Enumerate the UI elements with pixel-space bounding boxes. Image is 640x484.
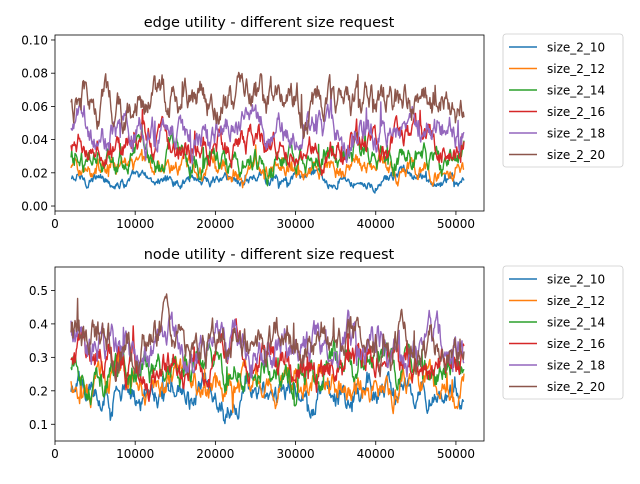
series-line-size_2_20 (70, 293, 465, 382)
x-tick-label: 0 (51, 217, 59, 231)
legend-label-size_2_16: size_2_16 (547, 337, 605, 351)
y-tick-label: 0.02 (21, 166, 48, 180)
legend: size_2_10 size_2_12 size_2_14 size_2_16size… (502, 265, 624, 400)
chart-title: node utility - different size request (144, 247, 395, 263)
y-tick-label: 0.10 (21, 33, 48, 47)
x-axis: 0 10000 20000 30000 40000 50000 (51, 211, 475, 231)
x-tick-label: 20000 (196, 447, 234, 461)
node-utility-chart: node utility - different size request 0 1… (29, 247, 624, 461)
legend-label-size_2_20: size_2_20 (547, 380, 605, 394)
y-tick-label: 0.04 (21, 133, 48, 147)
x-tick-label: 40000 (357, 447, 395, 461)
x-axis: 0 10000 20000 30000 40000 50000 (51, 441, 475, 461)
x-tick-label: 50000 (437, 447, 475, 461)
y-tick-label: 0.4 (29, 317, 48, 331)
series-lines (70, 293, 465, 425)
y-axis: 0.1 0.2 0.3 0.4 0.5 (29, 284, 55, 432)
y-tick-label: 0.5 (29, 284, 48, 298)
x-tick-label: 10000 (116, 217, 154, 231)
y-tick-label: 0.08 (21, 67, 48, 81)
y-tick-label: 0.2 (29, 384, 48, 398)
x-tick-label: 20000 (196, 217, 234, 231)
legend: size_2_10 size_2_12 size_2_14 size_2_16size… (502, 33, 624, 168)
edge-utility-chart: edge utility - different size request 0 1… (21, 15, 624, 231)
y-tick-label: 0.00 (21, 200, 48, 214)
plot-frame (54, 266, 485, 442)
series-line-size_2_14 (70, 337, 465, 407)
x-tick-label: 30000 (276, 447, 314, 461)
chart-title: edge utility - different size request (144, 15, 395, 31)
legend-label-size_2_20: size_2_20 (547, 148, 605, 162)
x-tick-label: 30000 (276, 217, 314, 231)
series-line-size_2_14 (70, 122, 465, 187)
legend-label-size_2_12: size_2_12 (547, 294, 605, 308)
x-tick-label: 10000 (116, 447, 154, 461)
legend-items: size_2_10 size_2_12 size_2_14 size_2_16size… (509, 41, 605, 162)
plot-frame (54, 34, 485, 212)
legend-label-size_2_16: size_2_16 (547, 105, 605, 119)
legend-label-size_2_12: size_2_12 (547, 62, 605, 76)
series-line-size_2_18 (70, 87, 465, 165)
y-tick-label: 0.1 (29, 418, 48, 432)
series-line-size_2_12 (70, 350, 465, 415)
x-tick-label: 40000 (357, 217, 395, 231)
legend-label-size_2_10: size_2_10 (547, 41, 605, 55)
legend-label-size_2_14: size_2_14 (547, 84, 605, 98)
legend-label-size_2_18: size_2_18 (547, 359, 605, 373)
x-tick-label: 0 (51, 447, 59, 461)
y-tick-label: 0.06 (21, 100, 48, 114)
legend-label-size_2_18: size_2_18 (547, 127, 605, 141)
series-line-size_2_20 (70, 71, 465, 140)
legend-items: size_2_10 size_2_12 size_2_14 size_2_16size… (509, 273, 605, 394)
y-axis: 0.00 0.02 0.04 0.06 0.08 0.10 (21, 33, 55, 214)
legend-label-size_2_14: size_2_14 (547, 316, 605, 330)
legend-label-size_2_10: size_2_10 (547, 273, 605, 287)
x-tick-label: 50000 (437, 217, 475, 231)
y-tick-label: 0.3 (29, 351, 48, 365)
series-line-size_2_16 (70, 108, 465, 177)
series-lines (70, 71, 465, 194)
